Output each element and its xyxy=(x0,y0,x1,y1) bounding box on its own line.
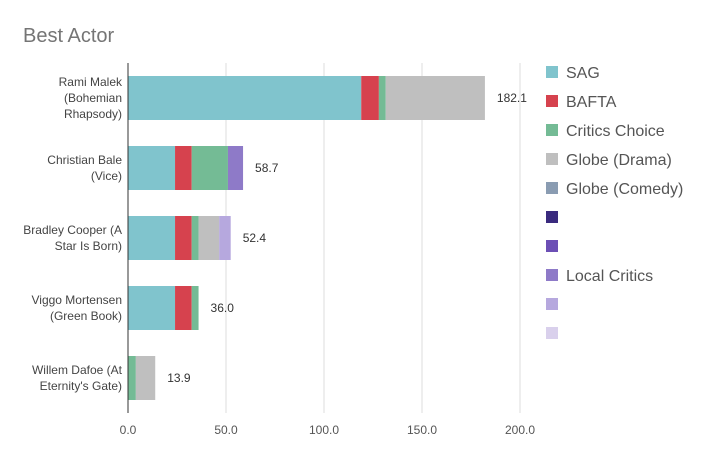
legend-label: Critics Choice xyxy=(566,123,665,140)
x-tick-label: 100.0 xyxy=(309,423,339,437)
legend-swatch xyxy=(546,269,558,281)
legend: SAG BAFTA Critics Choice Globe (Drama) Globe… xyxy=(546,65,683,339)
legend-label: Globe (Comedy) xyxy=(566,181,683,198)
bar-segment xyxy=(191,286,199,330)
legend-swatch xyxy=(546,124,558,136)
legend-swatch xyxy=(546,182,558,194)
legend-swatch xyxy=(546,95,558,107)
legend-swatch xyxy=(546,327,558,339)
chart-title: Best Actor xyxy=(23,25,114,47)
legend-swatch xyxy=(546,240,558,252)
bar-segment xyxy=(128,76,362,120)
bars xyxy=(128,76,485,400)
bar-segment xyxy=(227,146,244,190)
category-label: Willem Dafoe (At Eternity's Gate) xyxy=(32,363,123,393)
bar-segment xyxy=(128,286,176,330)
category-label: Christian Bale (Vice) xyxy=(47,153,122,183)
bar-segment xyxy=(191,146,228,190)
legend-label: Local Critics xyxy=(566,268,653,285)
legend-label: SAG xyxy=(566,65,600,82)
bar-segment xyxy=(191,216,199,260)
legend-label: Globe (Drama) xyxy=(566,152,672,169)
bar-segment xyxy=(128,216,176,260)
x-tick-label: 50.0 xyxy=(214,423,238,437)
bar-segment xyxy=(175,146,192,190)
category-label: Viggo Mortensen (Green Book) xyxy=(31,293,122,323)
total-label: 182.1 xyxy=(497,91,527,105)
category-labels: Rami Malek (Bohemian Rhapsody) Christian Ba… xyxy=(23,75,123,393)
bar-segment xyxy=(175,286,192,330)
bar-segment xyxy=(135,356,156,400)
bar-segment xyxy=(128,146,176,190)
bar-segment xyxy=(378,76,386,120)
category-label: Bradley Cooper (A Star Is Born) xyxy=(23,223,122,253)
category-label: Rami Malek (Bohemian Rhapsody) xyxy=(59,75,123,121)
bar-segment xyxy=(175,216,192,260)
total-label: 13.9 xyxy=(167,371,191,385)
legend-swatch xyxy=(546,211,558,223)
legend-swatch xyxy=(546,298,558,310)
bar-segment xyxy=(128,356,136,400)
x-tick-label: 0.0 xyxy=(120,423,137,437)
total-labels: 182.1 58.7 52.4 36.0 13.9 xyxy=(167,91,527,385)
legend-swatch xyxy=(546,153,558,165)
x-tick-labels: 0.0 50.0 100.0 150.0 200.0 xyxy=(120,423,536,437)
bar-segment xyxy=(385,76,485,120)
legend-label: BAFTA xyxy=(566,94,617,111)
x-tick-label: 150.0 xyxy=(407,423,437,437)
total-label: 36.0 xyxy=(211,301,235,315)
bar-segment xyxy=(219,216,231,260)
x-tick-label: 200.0 xyxy=(505,423,535,437)
bar-segment xyxy=(361,76,379,120)
total-label: 52.4 xyxy=(243,231,267,245)
legend-swatch xyxy=(546,66,558,78)
total-label: 58.7 xyxy=(255,161,279,175)
bar-segment xyxy=(198,216,220,260)
